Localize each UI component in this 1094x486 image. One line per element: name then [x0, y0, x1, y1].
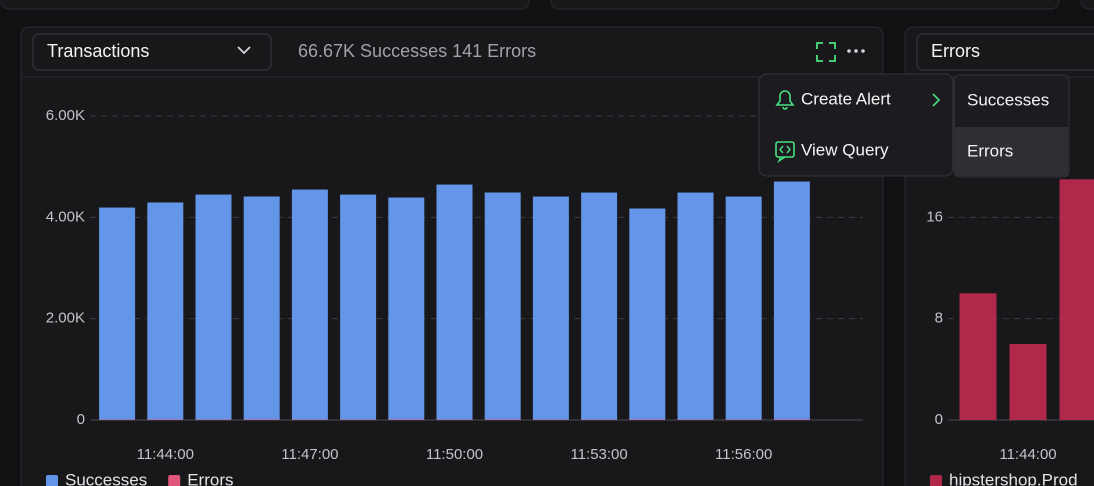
selector[interactable] [32, 33, 272, 71]
chevron [237, 46, 251, 55]
bar [725, 196, 762, 420]
bar [147, 202, 184, 420]
bar [484, 192, 521, 420]
x-tick-label: 11:50:00 [426, 446, 483, 463]
legend-swatch [46, 475, 58, 486]
bar [581, 192, 618, 420]
submenu-arrow [932, 93, 941, 107]
query-icon-code [777, 145, 791, 164]
selector-label: Errors [931, 41, 980, 61]
legend-swatch [930, 475, 942, 486]
bar [959, 293, 997, 420]
more-button[interactable] [847, 49, 865, 53]
expand-button[interactable] [816, 42, 836, 62]
panel [0, 0, 530, 10]
menu-item[interactable]: View Query [801, 140, 889, 159]
y-tick-label: 16 [926, 208, 943, 225]
charts: 0 2.00K 4.00K 6.00K 11:44:00 11:47:00 11:50:00… [46, 107, 1094, 486]
bell-icon [775, 90, 795, 110]
x-tick-label: 11:47:00 [281, 446, 338, 463]
y-tick-label: 4.00K [46, 208, 85, 225]
x-tick-label: 11:44:00 [137, 446, 194, 463]
y-tick-label: 0 [77, 411, 85, 428]
bar [340, 194, 377, 420]
y-tick-label: 0 [935, 411, 943, 428]
menu-item[interactable]: Create Alert [801, 89, 891, 108]
legend-swatch [168, 475, 181, 486]
legend-label: Errors [187, 470, 233, 486]
context-menu: Create Alert View Query Successes Errors [758, 73, 1070, 178]
bar [532, 196, 569, 420]
bar [147, 419, 184, 420]
bar [773, 181, 810, 420]
panel [550, 0, 1060, 10]
y-tick-label: 2.00K [46, 310, 85, 327]
bar [388, 419, 425, 420]
bar [243, 196, 280, 420]
selector[interactable] [916, 33, 1094, 71]
summary: 66.67K Successes 141 Errors [298, 41, 536, 61]
bar [195, 194, 232, 420]
selector-label: Transactions [47, 41, 149, 61]
bar [388, 197, 425, 420]
x-tick-label: 11:53:00 [570, 446, 627, 463]
submenu-item[interactable]: Successes [967, 90, 1049, 109]
x-tick-label: 11:44:00 [999, 446, 1056, 463]
bar [773, 419, 810, 420]
bar [291, 189, 328, 420]
bar [99, 207, 136, 420]
bar [436, 184, 473, 420]
legend-label: hipstershop.Prod [949, 470, 1078, 486]
y-tick-label: 6.00K [46, 107, 85, 124]
bar [677, 192, 714, 420]
y-tick-label: 8 [935, 310, 943, 327]
bar [484, 419, 521, 420]
bar [629, 419, 666, 420]
bar [629, 208, 666, 420]
submenu-item[interactable]: Errors [967, 141, 1013, 160]
submenu-highlight [955, 127, 1068, 176]
x-tick-label: 11:56:00 [715, 446, 772, 463]
panel [1080, 0, 1094, 10]
bar [1009, 344, 1047, 420]
legend-label: Successes [65, 470, 147, 486]
menu-box [758, 73, 954, 177]
bar [1059, 179, 1094, 420]
bar [243, 419, 280, 420]
